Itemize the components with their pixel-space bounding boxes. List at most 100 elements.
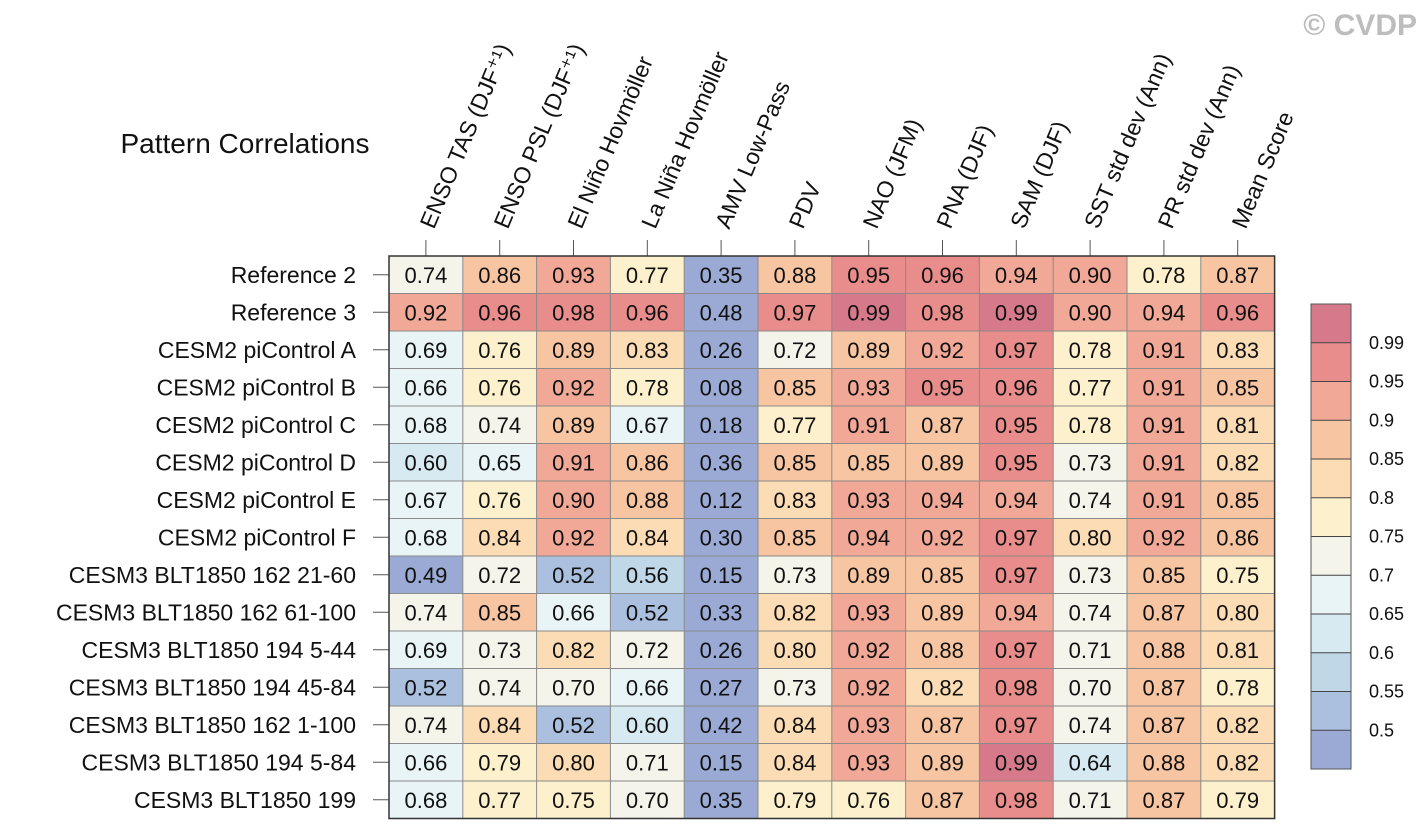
heatmap-cell — [1200, 481, 1275, 519]
cell-value-label: 0.74 — [404, 600, 447, 625]
heatmap-cell — [979, 743, 1054, 781]
cell-value-label: 0.98 — [995, 788, 1038, 813]
column-label: AMV Low-Pass — [710, 77, 795, 232]
cell-value-label: 0.75 — [1216, 563, 1259, 588]
cell-value-label: 0.97 — [995, 638, 1038, 663]
cell-value-label: 0.90 — [552, 488, 595, 513]
colorbar-border — [1310, 303, 1352, 770]
cell-value-label: 0.78 — [1069, 338, 1112, 363]
heatmap-cell — [536, 668, 611, 706]
cell-value-label: 0.65 — [478, 450, 521, 475]
heatmap-cell — [1127, 593, 1201, 631]
cell-value-label: 0.66 — [404, 750, 447, 775]
cell-value-label: 0.48 — [700, 300, 743, 325]
cell-value-label: 0.70 — [552, 675, 595, 700]
heatmap-cell — [684, 706, 758, 744]
row-label: Reference 3 — [231, 299, 356, 325]
heatmap-cell — [758, 743, 832, 781]
cell-value-label: 0.35 — [700, 788, 743, 813]
heatmap-cell — [684, 743, 758, 781]
cell-value-label: 0.96 — [1216, 300, 1259, 325]
column-label: PNA (DJF) — [931, 121, 998, 232]
cell-value-label: 0.92 — [552, 375, 595, 400]
cell-value-label: 0.93 — [847, 488, 890, 513]
cell-value-label: 0.67 — [626, 413, 669, 438]
cell-value-label: 0.73 — [1069, 450, 1112, 475]
heatmap-cell — [1127, 256, 1201, 294]
heatmap-cell — [831, 331, 906, 369]
heatmap-cell — [684, 443, 758, 481]
heatmap-cell — [905, 706, 980, 744]
cell-value-label: 0.96 — [921, 263, 964, 288]
cell-value-label: 0.92 — [847, 675, 890, 700]
heatmap-cell — [1053, 743, 1127, 781]
cell-value-label: 0.82 — [1216, 450, 1259, 475]
heatmap-cell — [1053, 781, 1127, 819]
cell-value-label: 0.70 — [626, 788, 669, 813]
heatmap-cell — [905, 481, 980, 519]
heatmap-cell — [979, 368, 1054, 406]
cell-value-label: 0.94 — [847, 525, 890, 550]
heatmap-cell — [1127, 706, 1201, 744]
heatmap-cell — [1127, 406, 1201, 444]
cell-value-label: 0.88 — [1142, 750, 1185, 775]
heatmap-cell — [905, 256, 980, 294]
cell-value-label: 0.82 — [552, 638, 595, 663]
cell-value-label: 0.91 — [1142, 375, 1185, 400]
cell-value-label: 0.74 — [478, 675, 521, 700]
heatmap-cell — [1127, 518, 1201, 556]
heatmap-cell — [684, 781, 758, 819]
heatmap-cell — [979, 293, 1054, 331]
heatmap-cell — [536, 481, 611, 519]
cell-value-label: 0.77 — [478, 788, 521, 813]
cell-value-label: 0.92 — [921, 338, 964, 363]
heatmap-cell — [1053, 368, 1127, 406]
cell-value-label: 0.64 — [1069, 750, 1112, 775]
heatmap-cell — [389, 743, 463, 781]
cell-value-label: 0.90 — [1069, 300, 1112, 325]
cell-value-label: 0.99 — [995, 300, 1038, 325]
heatmap-cell — [758, 781, 832, 819]
cell-value-label: 0.98 — [552, 300, 595, 325]
heatmap-cell — [1200, 781, 1275, 819]
heatmap-cell — [610, 518, 685, 556]
cell-value-label: 0.73 — [773, 675, 816, 700]
heatmap-cell — [758, 368, 832, 406]
heatmap-cell — [1053, 668, 1127, 706]
cell-value-label: 0.26 — [700, 338, 743, 363]
cell-value-label: 0.35 — [700, 263, 743, 288]
heatmap-cell — [1200, 293, 1275, 331]
heatmap-cell — [389, 668, 463, 706]
heatmap-cell — [684, 406, 758, 444]
cell-value-label: 0.52 — [552, 713, 595, 738]
colorbar-segment — [1311, 304, 1351, 343]
cell-value-label: 0.86 — [626, 450, 669, 475]
cell-value-label: 0.84 — [773, 713, 816, 738]
heatmap-cell — [1200, 631, 1275, 669]
heatmap-cell — [831, 368, 906, 406]
cell-value-label: 0.67 — [404, 488, 447, 513]
heatmap-cell — [1127, 743, 1201, 781]
cell-value-label: 0.83 — [1216, 338, 1259, 363]
colorbar: 0.5 0.55 0.6 0.65 0.7 0.75 0.8 0.85 0.9 0.95 0.99 — [1310, 303, 1404, 770]
cell-value-label: 0.87 — [1142, 600, 1185, 625]
colorbar-segment — [1311, 381, 1351, 421]
cell-value-label: 0.27 — [700, 675, 743, 700]
heatmap-cell — [905, 593, 980, 631]
cell-value-label: 0.93 — [847, 375, 890, 400]
cell-value-label: 0.69 — [404, 338, 447, 363]
heatmap-cell — [1200, 331, 1275, 369]
cell-value-label: 0.88 — [773, 263, 816, 288]
heatmap-cell — [979, 331, 1054, 369]
heatmap-cell — [536, 743, 611, 781]
heatmap-cell — [905, 631, 980, 669]
cell-value-label: 0.72 — [478, 563, 521, 588]
heatmap-cell — [831, 706, 906, 744]
cell-value-label: 0.85 — [1216, 375, 1259, 400]
heatmap-cell — [1053, 556, 1127, 594]
colorbar-tick-label: 0.5 — [1369, 720, 1394, 740]
cell-value-label: 0.91 — [1142, 413, 1185, 438]
heatmap-cell — [684, 331, 758, 369]
colorbar-tick-label: 0.95 — [1369, 372, 1404, 392]
heatmap-cell — [1200, 518, 1275, 556]
